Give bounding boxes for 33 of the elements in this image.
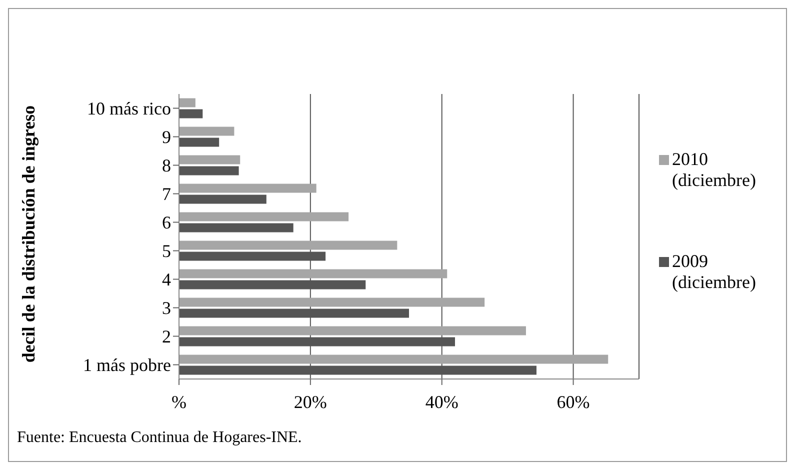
bar bbox=[179, 354, 608, 364]
bar bbox=[179, 269, 448, 278]
bar bbox=[179, 98, 196, 108]
y-axis-title: decil de la distribución de ingreso bbox=[18, 105, 40, 363]
bar bbox=[179, 240, 398, 250]
bar bbox=[179, 194, 266, 204]
bar bbox=[179, 298, 485, 307]
y-tick-label: 1 más pobre bbox=[83, 355, 172, 376]
x-tick-label: 40% bbox=[425, 392, 458, 412]
y-tick-label: 5 bbox=[162, 241, 171, 262]
bar bbox=[179, 212, 349, 222]
y-tick-label: 2 bbox=[162, 326, 171, 347]
y-tick-label: 3 bbox=[162, 298, 171, 318]
y-tick-label: 6 bbox=[162, 212, 171, 233]
x-tick-label: 60% bbox=[556, 392, 590, 412]
y-tick-label: 9 bbox=[162, 127, 171, 148]
bar bbox=[179, 184, 316, 193]
legend-label: 2009 (diciembre) bbox=[672, 251, 757, 293]
y-tick-label: 4 bbox=[162, 270, 171, 290]
bar bbox=[179, 155, 240, 164]
legend-label: 2010 (diciembre) bbox=[672, 149, 757, 191]
bar bbox=[179, 326, 526, 336]
bar bbox=[179, 126, 234, 136]
x-tick-label: % bbox=[172, 392, 186, 412]
bar bbox=[179, 109, 203, 118]
source-note: Fuente: Encuesta Continua de Hogares-INE. bbox=[17, 429, 302, 447]
x-tick-label: 20% bbox=[294, 392, 327, 412]
y-tick-label: 8 bbox=[162, 156, 171, 176]
y-tick-label: 10 más rico bbox=[87, 98, 171, 119]
bar bbox=[179, 166, 239, 176]
y-tick-label: 7 bbox=[162, 184, 171, 204]
bar bbox=[179, 223, 294, 232]
bar bbox=[179, 138, 220, 147]
